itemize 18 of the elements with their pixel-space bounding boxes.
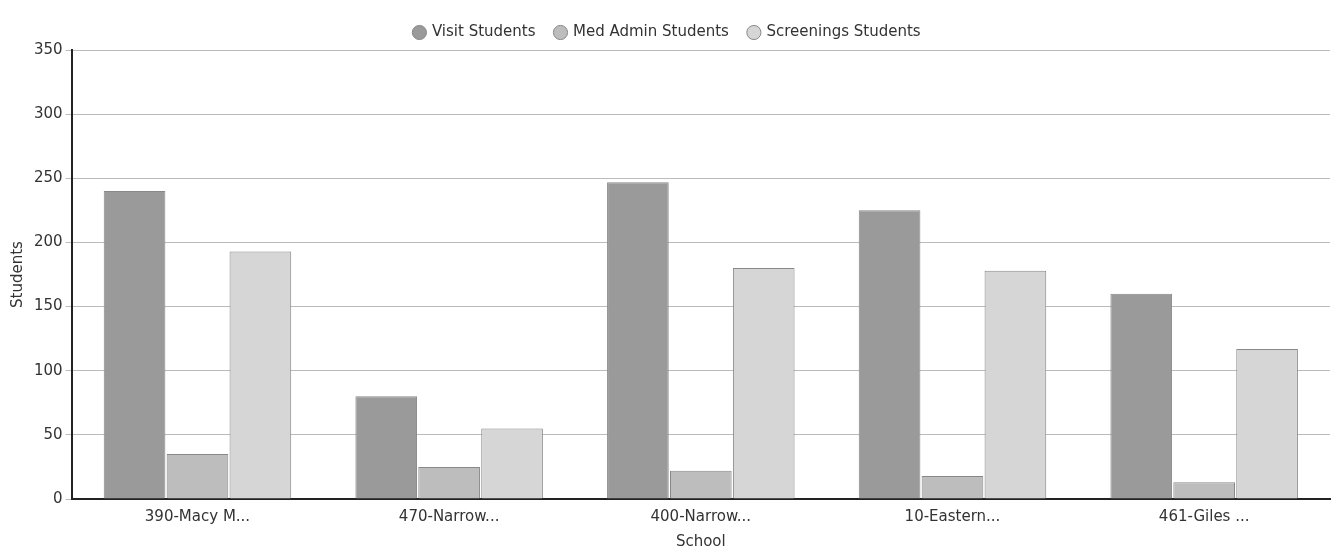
y-tick-label: 300 [33, 104, 63, 123]
y-tick-label: 0 [53, 488, 63, 507]
x-axis-title: School [675, 531, 726, 550]
legend-label: Screenings Students [766, 22, 921, 41]
x-tick-label: 470-Narrow... [398, 506, 500, 525]
legend-label: Med Admin Students [572, 22, 730, 41]
y-tick-label: 150 [33, 296, 63, 315]
legend-label: Visit Students [431, 22, 536, 41]
x-tick-label: 400-Narrow... [650, 506, 752, 525]
y-tick-label: 250 [33, 168, 63, 187]
x-tick-label: 461-Giles ... [1158, 506, 1250, 525]
y-tick-label: 350 [33, 39, 63, 58]
x-tick-label: 10-Eastern... [904, 506, 1001, 525]
y-tick-label: 200 [33, 232, 63, 251]
y-tick-label: 50 [43, 424, 63, 443]
y-axis-title: Students [7, 240, 26, 308]
x-tick-label: 390-Macy M... [144, 506, 251, 525]
y-tick-label: 100 [33, 360, 63, 379]
